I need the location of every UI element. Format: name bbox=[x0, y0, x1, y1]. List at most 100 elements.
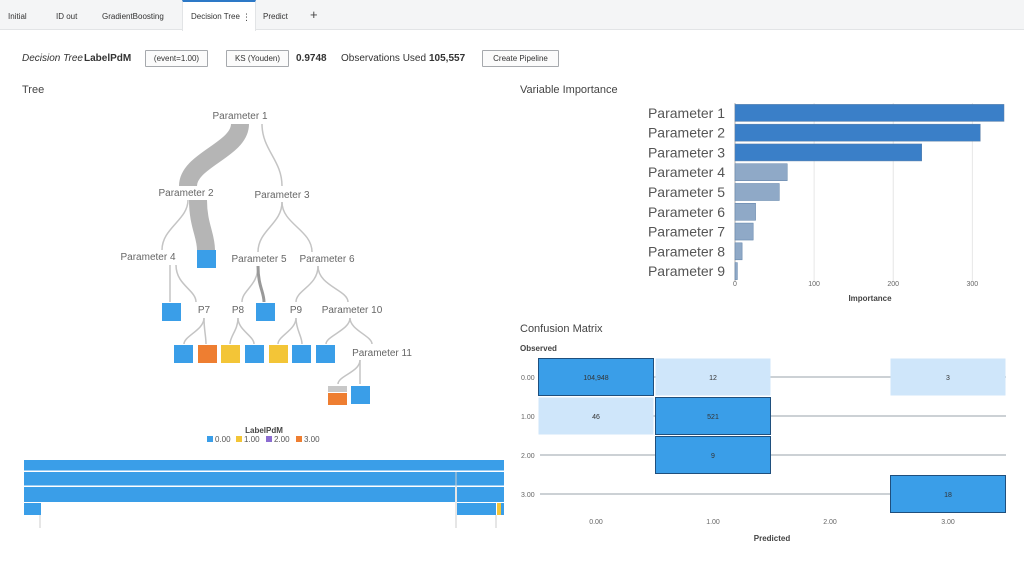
legend-label-2: 2.00 bbox=[274, 435, 290, 444]
tree-leaf[interactable] bbox=[162, 303, 181, 321]
cm-row-label: 2.00 bbox=[521, 453, 535, 460]
tab-decision-tree[interactable]: Decision Tree ⋮ bbox=[182, 0, 256, 31]
cm-cell[interactable] bbox=[890, 475, 1006, 513]
tab-initial[interactable]: Initial bbox=[8, 12, 27, 21]
legend-swatch-0 bbox=[207, 436, 213, 442]
vi-x-axis-label: Importance bbox=[848, 294, 892, 303]
vi-bar[interactable] bbox=[734, 242, 743, 261]
tree-leaf[interactable] bbox=[316, 345, 335, 363]
vi-category-label: Parameter 3 bbox=[648, 144, 725, 160]
tree-leaf[interactable] bbox=[269, 345, 288, 363]
tree-node-p8[interactable]: P8 bbox=[232, 305, 245, 316]
tree-leaf[interactable] bbox=[198, 345, 217, 363]
tree-leaf[interactable] bbox=[351, 386, 370, 404]
add-tab-icon[interactable]: + bbox=[310, 7, 318, 22]
tab-decision-tree-label: Decision Tree bbox=[191, 12, 240, 21]
legend-swatch-2 bbox=[266, 436, 272, 442]
variable-importance-title: Variable Importance bbox=[520, 84, 618, 96]
confusion-matrix-title: Confusion Matrix bbox=[520, 323, 603, 335]
tree-leaf[interactable] bbox=[328, 393, 347, 405]
vi-bar[interactable] bbox=[734, 222, 754, 241]
cm-cell-value: 46 bbox=[592, 414, 600, 421]
vi-tick-label: 0 bbox=[733, 281, 737, 288]
model-type: Decision Tree bbox=[22, 53, 83, 64]
tree-leaf[interactable] bbox=[197, 250, 216, 268]
cm-row-label: 1.00 bbox=[521, 414, 535, 421]
vi-tick-label: 100 bbox=[808, 281, 820, 288]
cm-cell[interactable] bbox=[538, 397, 654, 435]
tree-leaf[interactable] bbox=[221, 345, 240, 363]
cm-cell[interactable] bbox=[655, 358, 771, 396]
vi-category-label: Parameter 7 bbox=[648, 224, 725, 240]
observations-value: 105,557 bbox=[429, 53, 466, 64]
legend-label-3: 3.00 bbox=[304, 435, 320, 444]
cm-col-label: 3.00 bbox=[941, 519, 955, 526]
tree-node-p5[interactable]: Parameter 5 bbox=[231, 254, 286, 265]
cm-cell[interactable] bbox=[655, 436, 771, 474]
cm-cell[interactable] bbox=[538, 358, 654, 396]
cm-cell-value: 521 bbox=[707, 414, 719, 421]
tab-gradient-boosting[interactable]: GradientBoosting bbox=[102, 12, 164, 21]
create-pipeline-button[interactable]: Create Pipeline bbox=[482, 50, 559, 67]
cm-col-label: 0.00 bbox=[589, 519, 603, 526]
tree-leaf[interactable] bbox=[256, 303, 275, 321]
vi-tick-label: 300 bbox=[967, 281, 979, 288]
cm-col-label: 1.00 bbox=[706, 519, 720, 526]
vi-category-label: Parameter 4 bbox=[648, 164, 725, 180]
legend-label-1: 1.00 bbox=[244, 435, 260, 444]
legend-swatch-1 bbox=[236, 436, 242, 442]
tree-node-p9[interactable]: P9 bbox=[290, 305, 303, 316]
cm-row-label: 0.00 bbox=[521, 375, 535, 382]
ks-button[interactable]: KS (Youden) bbox=[226, 50, 289, 67]
vi-category-label: Parameter 5 bbox=[648, 184, 725, 200]
cm-cell-value: 104,948 bbox=[583, 375, 608, 382]
vi-bar[interactable] bbox=[734, 123, 981, 142]
tree-node-p3[interactable]: Parameter 3 bbox=[254, 190, 309, 201]
tree-node-p4[interactable]: Parameter 4 bbox=[120, 252, 175, 263]
cm-cell-value: 12 bbox=[709, 375, 717, 382]
cm-row-label: 3.00 bbox=[521, 492, 535, 499]
tree-node-p6[interactable]: Parameter 6 bbox=[299, 254, 354, 265]
tree-leaf[interactable] bbox=[292, 345, 311, 363]
vi-bar[interactable] bbox=[734, 183, 780, 201]
vi-bar[interactable] bbox=[734, 262, 738, 280]
vi-tick-label: 200 bbox=[887, 281, 899, 288]
vi-bar[interactable] bbox=[734, 143, 922, 162]
model-target: LabelPdM bbox=[84, 53, 132, 64]
tree-legend-title: LabelPdM bbox=[245, 426, 283, 435]
tree-node-p2[interactable]: Parameter 2 bbox=[158, 188, 213, 199]
tree-leaf[interactable] bbox=[245, 345, 264, 363]
ks-value: 0.9748 bbox=[296, 53, 327, 64]
vi-category-label: Parameter 2 bbox=[648, 125, 725, 141]
cm-cell-value: 3 bbox=[946, 375, 950, 382]
tab-id-out[interactable]: ID out bbox=[56, 12, 78, 21]
tree-node-p10[interactable]: Parameter 10 bbox=[322, 305, 383, 316]
vi-category-label: Parameter 1 bbox=[648, 105, 725, 121]
tab-predict[interactable]: Predict bbox=[263, 12, 288, 21]
cm-observed-label: Observed bbox=[520, 344, 557, 353]
cm-cell[interactable] bbox=[890, 358, 1006, 396]
cm-cell-value: 9 bbox=[711, 453, 715, 460]
vi-bar[interactable] bbox=[734, 104, 1005, 122]
legend-swatch-3 bbox=[296, 436, 302, 442]
legend-label-0: 0.00 bbox=[215, 435, 231, 444]
tree-leaf[interactable] bbox=[328, 386, 347, 392]
tree-overview[interactable] bbox=[24, 460, 504, 528]
vi-bar[interactable] bbox=[734, 163, 788, 181]
tree-node-p7[interactable]: P7 bbox=[198, 305, 211, 316]
vi-category-label: Parameter 6 bbox=[648, 204, 725, 220]
cm-cell-value: 18 bbox=[944, 492, 952, 499]
tab-menu-icon[interactable]: ⋮ bbox=[242, 12, 251, 22]
tree-title: Tree bbox=[22, 84, 45, 96]
cm-cell[interactable] bbox=[655, 397, 771, 435]
event-button[interactable]: (event=1.00) bbox=[145, 50, 208, 67]
tree-leaf[interactable] bbox=[174, 345, 193, 363]
vi-bar[interactable] bbox=[734, 203, 756, 221]
cm-col-label: 2.00 bbox=[823, 519, 837, 526]
tree-node-p11[interactable]: Parameter 11 bbox=[352, 348, 412, 359]
tree-node-p1[interactable]: Parameter 1 bbox=[212, 111, 267, 122]
cm-predicted-label: Predicted bbox=[754, 534, 791, 543]
